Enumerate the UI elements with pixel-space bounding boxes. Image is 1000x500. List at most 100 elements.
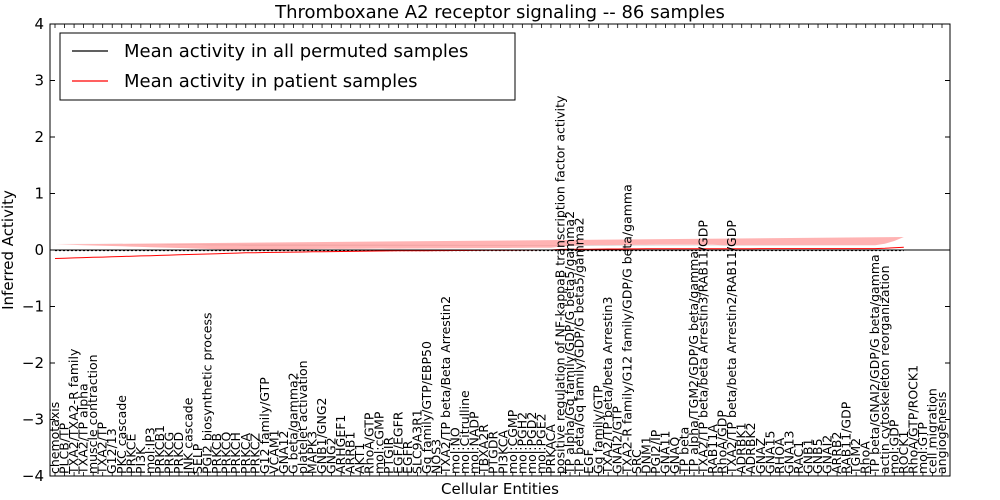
x-tick-label: RHOA — [772, 437, 787, 474]
x-tick-label: Gq family/GTP/EBP50 — [419, 341, 434, 474]
x-tick-label: SLC9A3R1 — [409, 409, 424, 474]
x-tick-label: MAPK3 — [305, 431, 320, 474]
x-tick-label: positive regulation of NF-kappaB transcr… — [553, 95, 568, 474]
x-tick-label: GNAZ — [753, 438, 768, 474]
x-tick-label: PGI2/IP — [648, 429, 663, 474]
x-tick-label: TXA2/TXA2-R family — [66, 348, 81, 475]
x-tick-label: RAB11A — [705, 424, 720, 474]
x-tick-label: TXA2/TP beta/beta Arrestin3 — [600, 297, 615, 475]
y-tick-label: −3 — [22, 411, 44, 429]
x-tick-label: RAC1 — [791, 441, 806, 474]
y-axis: −4 −3 −2 −1 0 1 2 3 4 — [22, 15, 950, 485]
x-tick-label: muscle contraction — [85, 354, 100, 474]
x-tick-label: mol:Citrulline — [457, 390, 472, 474]
x-axis-label: Cellular Entities — [441, 480, 559, 498]
x-tick-label: angiogenesis — [934, 392, 949, 474]
patient-confidence-band — [55, 237, 904, 250]
x-tick-label: PRKCG — [162, 432, 177, 474]
y-tick-label: −1 — [22, 298, 44, 316]
x-tick-label: PI3KCA — [495, 430, 510, 474]
x-tick-label: VCAM1 — [266, 429, 281, 474]
x-tick-label: Gq family/GTP — [591, 385, 606, 474]
x-tick-label: PRKACA — [543, 424, 558, 474]
y-tick-label: 0 — [34, 241, 44, 259]
y-tick-label: 1 — [34, 185, 44, 203]
x-tick-label: TP beta/Gq family/GDP/G beta5/gamma2 — [572, 217, 587, 475]
x-tick-label: PRKCZ — [247, 433, 262, 474]
x-tick-label: RhoA/GDP — [715, 410, 730, 474]
x-tick-label: SELP — [190, 443, 205, 474]
x-tick-label: GNB1 — [801, 438, 816, 474]
chart-title: Thromboxane A2 receptor signaling -- 86 … — [274, 2, 725, 23]
x-tick-label: TGM2 — [848, 438, 863, 475]
y-tick-label: 2 — [34, 128, 44, 146]
x-tick-label: PRKCH — [228, 432, 243, 474]
x-tick-label: PGI2 biosynthetic process — [200, 313, 215, 475]
x-tick-label: mol:IP3 — [142, 427, 157, 474]
plot-area — [50, 237, 950, 259]
plot-frame — [49, 23, 951, 477]
x-tick-label: GNAI2/GTP — [610, 406, 625, 474]
x-tick-label: TBXA2R — [476, 424, 491, 475]
x-tick-label: G12 family/GTP — [257, 377, 272, 474]
y-tick-label: −2 — [22, 354, 44, 372]
patient-mean-line — [54, 246, 904, 259]
x-tick-label: ADRBK2 — [743, 422, 758, 474]
x-tick-label: TP beta — [677, 427, 692, 475]
y-tick-label: 3 — [34, 72, 44, 90]
x-tick-label: TP alpha/TGM2/GDP/G beta/gamma — [686, 251, 701, 475]
x-tick-label: GNA13 — [781, 431, 796, 475]
x-tick-label: TXA2/TP beta/beta Arrestin2/RAB11/GDP — [724, 220, 739, 475]
x-tick-label: NOS3 — [429, 439, 444, 474]
x-tick-label: PRKCA — [238, 433, 253, 474]
x-tick-label: platelet activation — [295, 360, 310, 474]
x-tick-label: mol:GTP — [915, 422, 930, 474]
x-tick-label: TXA2/TP beta/Beta Arrestin2 — [438, 296, 453, 475]
x-tick-label: RhoA/GTP — [362, 412, 377, 474]
x-tick-label: PLCB/TP — [57, 422, 72, 474]
x-tick-label: cell migration — [925, 388, 940, 474]
x-tick-label: mol:PGD2 — [524, 412, 539, 474]
legend-label-patient: Mean activity in patient samples — [124, 71, 418, 92]
x-tick-label: GNB5 — [810, 438, 825, 474]
x-tick-label: mol:NADP — [467, 411, 482, 474]
x-tick-label: ADRBK1 — [734, 422, 749, 474]
x-tick-label: TXA2-R family/G12 family/GDP/G beta/gamm… — [619, 184, 634, 475]
x-tick-label: ARRB1 — [343, 432, 358, 474]
x-tick-label: PRKCE — [123, 434, 138, 474]
x-tick-label: GNAQ — [667, 437, 682, 474]
x-tick-label: PKC cascade — [114, 395, 129, 474]
x-tick-label: GNAI2 — [820, 435, 835, 474]
x-tick-label: TXA2/TP alpha — [76, 383, 91, 475]
x-tick-label: ARRB2 — [829, 432, 844, 474]
x-tick-label: ARHGEF1 — [333, 415, 348, 474]
x-tick-label: ROCK1 — [896, 431, 911, 474]
x-tick-label: actin cytoskeleton reorganization — [877, 265, 892, 474]
x-tick-label: PRKCB — [209, 433, 224, 474]
x-tick-label: RhoA — [858, 441, 873, 474]
x-tick-label: TXA2/TP beta/beta Arrestin3/RAB11/GDP — [696, 220, 711, 475]
x-tick-label: PRKCB1 — [152, 425, 167, 474]
x-tick-label: mol:cGMP — [371, 411, 386, 474]
x-tick-label: RhoA/GTP/ROCK1 — [905, 365, 920, 474]
x-tick-label: PI3K — [133, 446, 148, 474]
x-tick-label: EGF/EGFR — [390, 411, 405, 474]
x-tick-label: GNA15 — [762, 431, 777, 475]
x-tick-label: mol:GDP — [886, 419, 901, 474]
x-tick-label: mol:PGE2 — [533, 413, 548, 474]
x-tick-label: RAB11/GDP — [839, 401, 854, 474]
x-tick-label: TP alpha/Gq family/GDP/G beta5/gamma2 — [562, 211, 577, 475]
x-tick-label: SRC — [629, 449, 644, 474]
y-axis-label: Inferred Activity — [0, 190, 17, 310]
y-tick-label: 4 — [34, 15, 44, 33]
x-tick-label: GNB1/GNG2 — [314, 398, 329, 474]
y-tick-label: −4 — [22, 467, 44, 485]
x-tick-label: PRKCD — [171, 432, 186, 474]
legend-label-permuted: Mean activity in all permuted samples — [124, 41, 468, 62]
x-tick-label: TXA2/TP — [95, 421, 110, 475]
x-tick-label: mol:PGH2 — [514, 412, 529, 474]
x-tick-label: TP beta/GNAI2/GDP/G beta/gamma — [867, 254, 882, 475]
x-tick-label: GNA12 — [276, 431, 291, 475]
